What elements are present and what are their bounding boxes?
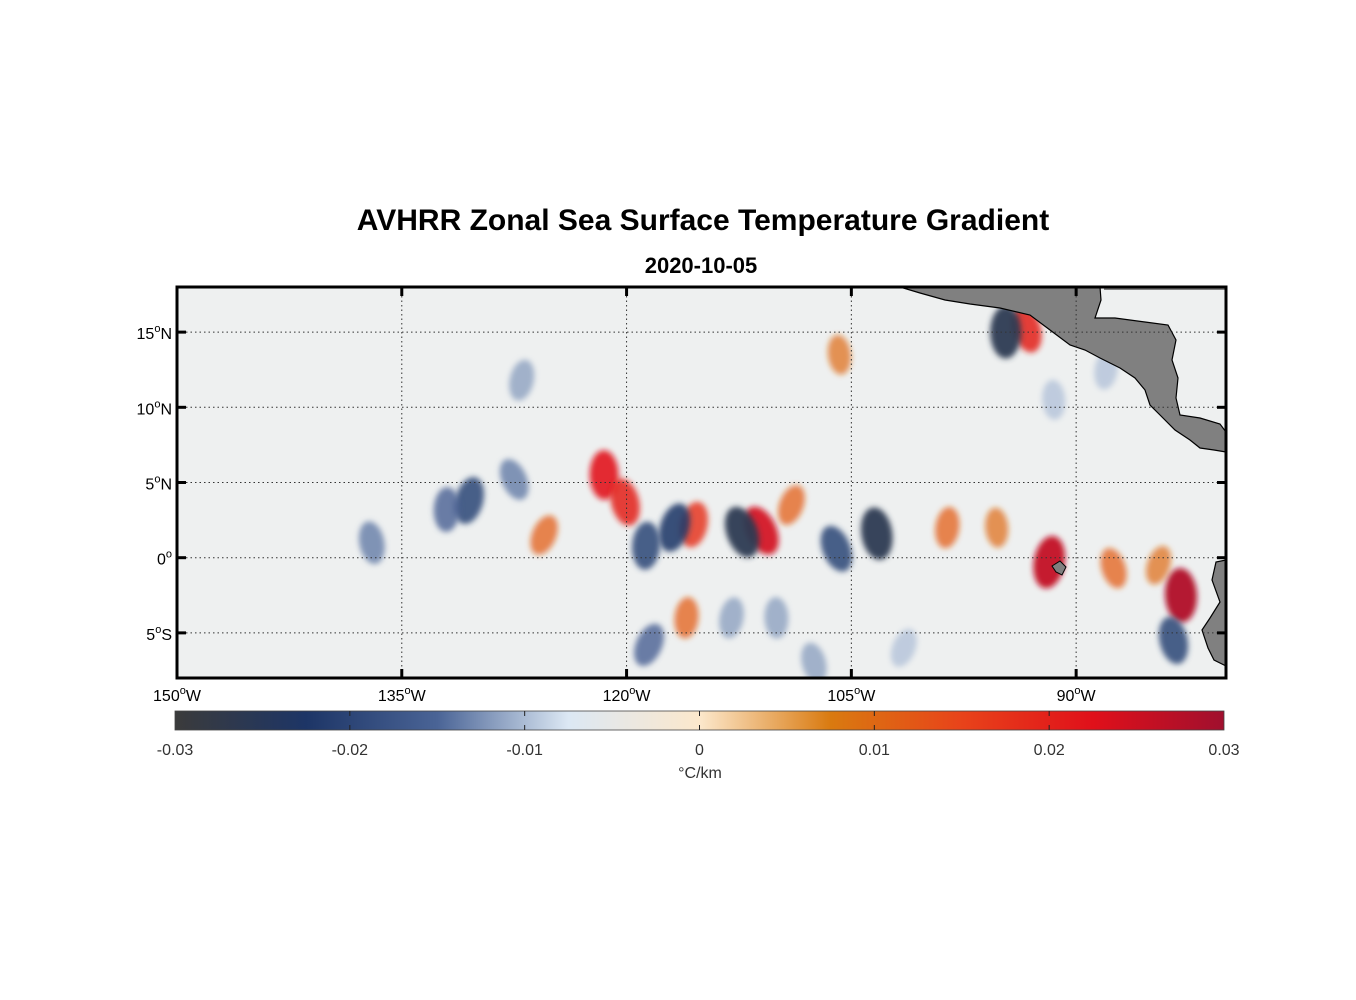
cold-front (509, 359, 535, 401)
colorbar-ramp (175, 711, 1224, 730)
map-panel: 150oW 135oW 120oW 105oW 90oW 15oN 10oN 5oN 0o 5o… (137, 285, 1228, 705)
cold-front (890, 628, 917, 667)
warm-front (1164, 568, 1198, 623)
land-galapagos (1051, 560, 1067, 576)
colorbar-unit: °C/km (678, 765, 722, 782)
colorbar-tick-label: -0.03 (157, 742, 194, 759)
cold-front (764, 597, 789, 639)
map-title: AVHRR Zonal Sea Surface Temperature Grad… (356, 204, 1050, 237)
cold-front (433, 487, 460, 532)
cold-front (1158, 616, 1189, 664)
warm-front (777, 485, 805, 525)
cold-front (634, 623, 664, 667)
colorbar-tick-label: 0 (695, 742, 704, 759)
cold-front (658, 503, 691, 552)
longitude-label: 135oW (378, 685, 427, 705)
colorbar-tick-label: -0.02 (332, 742, 369, 759)
colorbar: -0.03 -0.02 -0.01 0 0.01 0.02 0.03 °C/km (157, 710, 1240, 782)
cold-front (358, 521, 385, 565)
warm-front (985, 507, 1009, 548)
longitude-label: 120oW (603, 685, 652, 705)
longitude-label: 150oW (153, 685, 202, 705)
latitude-label: 5oN (145, 474, 172, 494)
colorbar-tick-label: 0.01 (859, 742, 890, 759)
colorbar-tick-label: 0.02 (1034, 742, 1065, 759)
cold-front (820, 525, 853, 572)
warm-front (935, 506, 960, 549)
colorbar-tick-label: 0.03 (1208, 742, 1239, 759)
graticule (177, 287, 1226, 678)
land-mexico-central-america (899, 287, 1226, 453)
warm-front (610, 478, 640, 526)
warm-front (530, 515, 558, 555)
cold-front (860, 507, 893, 560)
cold-front (719, 597, 744, 639)
colorbar-tick-label: -0.01 (506, 742, 543, 759)
latitude-label: 5oS (146, 624, 172, 644)
latitude-labels: 15oN 10oN 5oN 0o 5oS (137, 323, 172, 644)
longitude-label: 90oW (1057, 685, 1097, 705)
colorbar-ticks: -0.03 -0.02 -0.01 0 0.01 0.02 0.03 (157, 711, 1240, 759)
latitude-label: 15oN (137, 323, 172, 343)
warm-front (827, 334, 852, 375)
cold-front (724, 506, 760, 558)
longitude-labels: 150oW 135oW 120oW 105oW 90oW (153, 685, 1097, 705)
frame-ticks (175, 287, 1226, 678)
land-south-america (1201, 559, 1226, 667)
warm-front (1100, 548, 1127, 589)
warm-front (589, 450, 619, 500)
warm-front (1145, 545, 1172, 585)
sst-gradient-field (358, 305, 1198, 678)
cold-front (801, 642, 827, 678)
cold-front (1042, 379, 1066, 420)
longitude-label: 105oW (827, 685, 876, 705)
latitude-label: 0o (157, 549, 172, 569)
warm-front (1033, 536, 1066, 589)
cold-front (454, 477, 485, 524)
latitude-label: 10oN (137, 398, 172, 418)
cold-front (632, 521, 661, 570)
map-date: 2020-10-05 (644, 253, 758, 278)
warm-front (674, 597, 699, 639)
cold-front (499, 459, 529, 500)
